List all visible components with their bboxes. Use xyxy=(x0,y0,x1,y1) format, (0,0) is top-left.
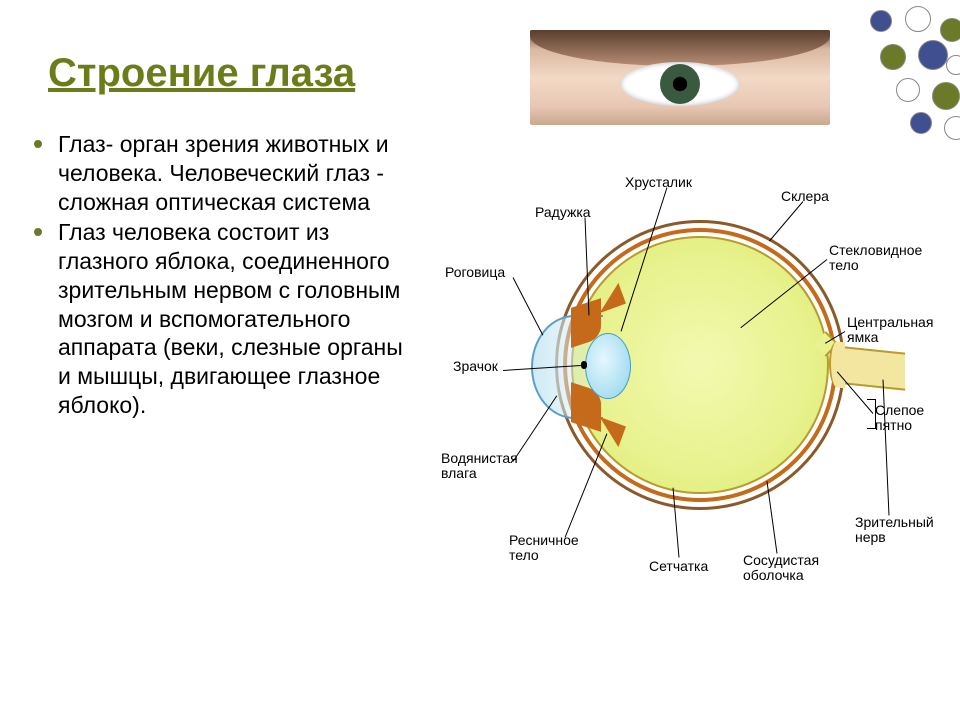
page-title: Строение глаза xyxy=(48,51,355,96)
leader-line xyxy=(883,379,890,515)
dot-icon xyxy=(870,10,892,32)
bullet-item: Глаз человека состоит из глазного яблока… xyxy=(58,218,418,419)
label-resnich: Ресничное тело xyxy=(509,533,579,564)
label-yamka: Центральная ямка xyxy=(847,315,933,346)
leader-line xyxy=(767,481,778,553)
label-slepoe: Слепое пятно xyxy=(875,403,924,434)
dot-icon xyxy=(940,18,960,42)
label-hrustalik: Хрусталик xyxy=(625,175,692,190)
optic-nerve-shape xyxy=(835,345,905,390)
dot-icon xyxy=(918,40,948,70)
dot-icon xyxy=(905,6,931,32)
dot-icon xyxy=(944,116,960,140)
description-list: Глаз- орган зрения животных и человека. … xyxy=(58,130,418,422)
bracket xyxy=(867,399,876,429)
bullet-text: Глаз- орган зрения животных и человека. … xyxy=(58,131,389,215)
leader-line xyxy=(513,395,558,462)
decorative-dots xyxy=(850,0,960,140)
label-sklera: Склера xyxy=(781,189,829,204)
label-vlaga: Водянистая влага xyxy=(441,451,518,482)
label-zrit_nerv: Зрительный нерв xyxy=(855,515,934,546)
dot-icon xyxy=(932,82,960,110)
bullet-text: Глаз человека состоит из глазного яблока… xyxy=(58,219,403,418)
bullet-dot-icon xyxy=(34,140,42,148)
dot-icon xyxy=(880,44,906,70)
label-sosud: Сосудистая оболочка xyxy=(743,553,819,584)
leader-line xyxy=(513,277,544,335)
bullet-dot-icon xyxy=(34,228,42,236)
bullet-item: Глаз- орган зрения животных и человека. … xyxy=(58,130,418,216)
dot-icon xyxy=(896,78,920,102)
dot-icon xyxy=(910,112,932,134)
leader-line xyxy=(769,201,804,242)
eye-anatomy-diagram: Хрусталик Радужка Роговица Зрачок Водянистая… xyxy=(435,165,945,625)
eye-photo-image xyxy=(530,30,830,125)
label-zrachok: Зрачок xyxy=(453,359,498,374)
label-rogovica: Роговица xyxy=(445,265,505,280)
label-raduzhka: Радужка xyxy=(535,205,591,220)
label-setchatka: Сетчатка xyxy=(649,559,708,574)
lens-shape xyxy=(585,333,631,399)
pupil-shape xyxy=(581,361,587,369)
dot-icon xyxy=(946,55,960,75)
label-steklo: Стекловидное тело xyxy=(829,243,922,274)
